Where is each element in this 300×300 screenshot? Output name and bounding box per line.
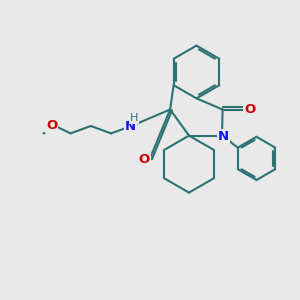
- Text: O: O: [244, 103, 255, 116]
- Text: O: O: [138, 153, 150, 166]
- Text: H: H: [130, 113, 138, 123]
- Text: N: N: [218, 130, 229, 143]
- Text: N: N: [124, 119, 136, 133]
- Text: O: O: [46, 119, 57, 132]
